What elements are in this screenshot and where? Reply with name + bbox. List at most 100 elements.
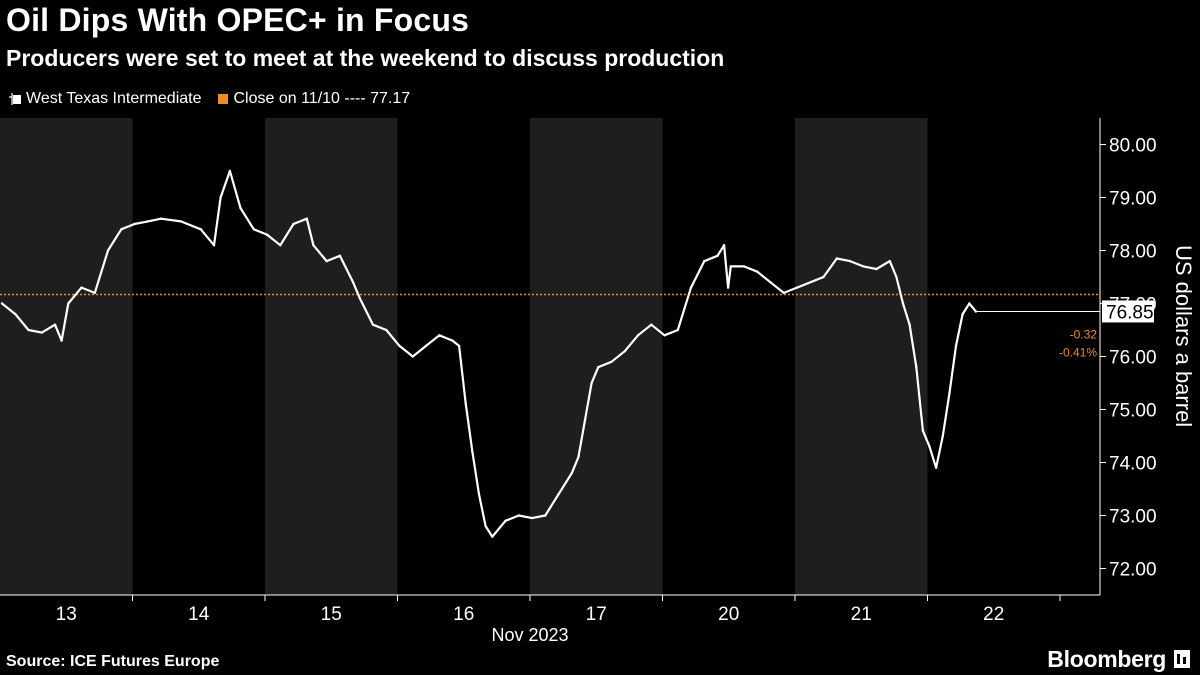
x-tick-label: 13 [56, 604, 77, 625]
data-point [769, 281, 772, 284]
data-point [338, 254, 342, 257]
data-point [219, 196, 222, 199]
data-point [14, 312, 17, 316]
data-point [795, 286, 799, 289]
x-tick-label: 14 [188, 604, 210, 625]
y-tick-label: 76.00 [1109, 348, 1157, 369]
data-point [371, 323, 375, 326]
data-point [385, 328, 388, 332]
x-tick-label: 20 [718, 604, 739, 625]
data-point [782, 291, 785, 295]
data-point [106, 249, 110, 252]
data-point [199, 228, 202, 231]
data-point [358, 297, 361, 300]
data-point [756, 270, 759, 273]
y-tick-label: 72.00 [1109, 560, 1157, 581]
data-point [491, 535, 494, 538]
data-point [544, 514, 547, 517]
data-point [590, 381, 593, 385]
x-tick-label: 16 [453, 604, 474, 625]
data-point [968, 302, 971, 305]
brand-logo-text: Bloomberg [1047, 646, 1166, 672]
x-tick-label: 21 [851, 604, 872, 625]
data-point [716, 254, 719, 257]
data-point [411, 355, 414, 358]
x-tick-label: 22 [983, 604, 1004, 625]
legend-item-wti: West Texas Intermediate [8, 90, 202, 108]
data-point [683, 307, 686, 310]
data-point [212, 244, 216, 247]
data-point [650, 323, 653, 326]
bloomberg-terminal-icon [1174, 650, 1190, 668]
data-point [915, 365, 918, 369]
legend-item-close: Close on 11/10 ---- 77.17 [217, 90, 411, 108]
legend-label-wti: West Texas Intermediate [26, 90, 202, 107]
data-point [610, 360, 613, 363]
close-swatch [217, 94, 228, 104]
data-point [636, 334, 640, 337]
data-point [954, 344, 958, 348]
data-point [279, 244, 282, 247]
day-band-17 [530, 118, 663, 595]
data-point [822, 275, 825, 279]
y-tick-label: 74.00 [1109, 454, 1157, 475]
data-point [67, 302, 70, 305]
data-point [292, 222, 295, 226]
data-point [464, 403, 467, 406]
data-point [663, 334, 666, 337]
legend-label-close: Close on 11/10 ---- 77.17 [233, 90, 411, 107]
data-point [517, 514, 520, 517]
x-tick-label: 15 [321, 604, 342, 625]
data-point [895, 275, 898, 279]
data-point [570, 471, 573, 475]
x-tick-label: 17 [586, 604, 607, 625]
data-point [623, 350, 626, 353]
data-point [729, 265, 732, 268]
data-point [351, 281, 355, 284]
data-point [809, 281, 812, 284]
data-point [179, 220, 183, 223]
y-tick-label: 78.00 [1109, 242, 1157, 263]
day-band-13 [0, 118, 133, 595]
chart-title: Oil Dips With OPEC+ in Focus [6, 2, 470, 38]
data-point [530, 516, 534, 520]
data-point [93, 291, 97, 295]
data-point [228, 169, 232, 173]
data-point [934, 466, 938, 469]
data-point [583, 418, 587, 422]
source-note: Source: ICE Futures Europe [6, 653, 220, 670]
last-value-label: 76.85 [1106, 302, 1154, 323]
data-point [961, 312, 964, 316]
data-point [689, 286, 693, 289]
data-point [908, 323, 911, 326]
data-point [577, 456, 580, 459]
data-point [305, 217, 308, 220]
x-axis-label: Nov 2023 [491, 625, 568, 645]
data-point [901, 302, 905, 305]
data-point [159, 217, 163, 220]
data-point [451, 339, 454, 342]
chart-subtitle: Producers were set to meet at the weeken… [6, 45, 725, 71]
data-point [875, 267, 878, 271]
data-point [597, 365, 600, 369]
y-tick-label: 79.00 [1109, 189, 1157, 210]
data-point [312, 244, 315, 247]
last-value-box [1102, 300, 1154, 323]
data-point [726, 286, 730, 289]
data-point [252, 228, 255, 231]
data-point [457, 344, 461, 348]
change-percent-label: -0.41% [1059, 345, 1097, 359]
data-point [722, 244, 726, 247]
chart-legend: West Texas Intermediate Close on 11/10 -… [8, 90, 420, 108]
day-band-15 [265, 118, 398, 595]
data-point [146, 220, 149, 223]
data-point [438, 334, 441, 337]
data-point [53, 323, 57, 326]
data-point [742, 265, 746, 268]
data-point [0, 302, 4, 305]
data-point [120, 228, 123, 231]
data-point [325, 259, 328, 263]
y-tick-label: 80.00 [1109, 136, 1157, 157]
data-point [848, 259, 852, 263]
